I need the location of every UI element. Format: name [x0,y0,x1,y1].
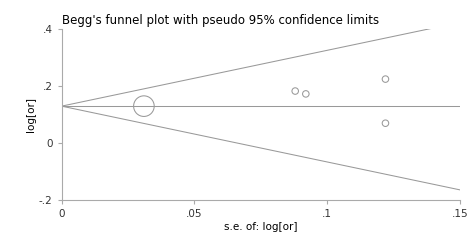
Point [140,104,148,108]
Point [292,89,299,93]
X-axis label: s.e. of: log[or]: s.e. of: log[or] [224,222,298,232]
Y-axis label: log[or]: log[or] [26,97,36,132]
Point [302,92,310,96]
Point [382,77,389,81]
Point [382,121,389,125]
Text: Begg's funnel plot with pseudo 95% confidence limits: Begg's funnel plot with pseudo 95% confi… [62,14,379,27]
